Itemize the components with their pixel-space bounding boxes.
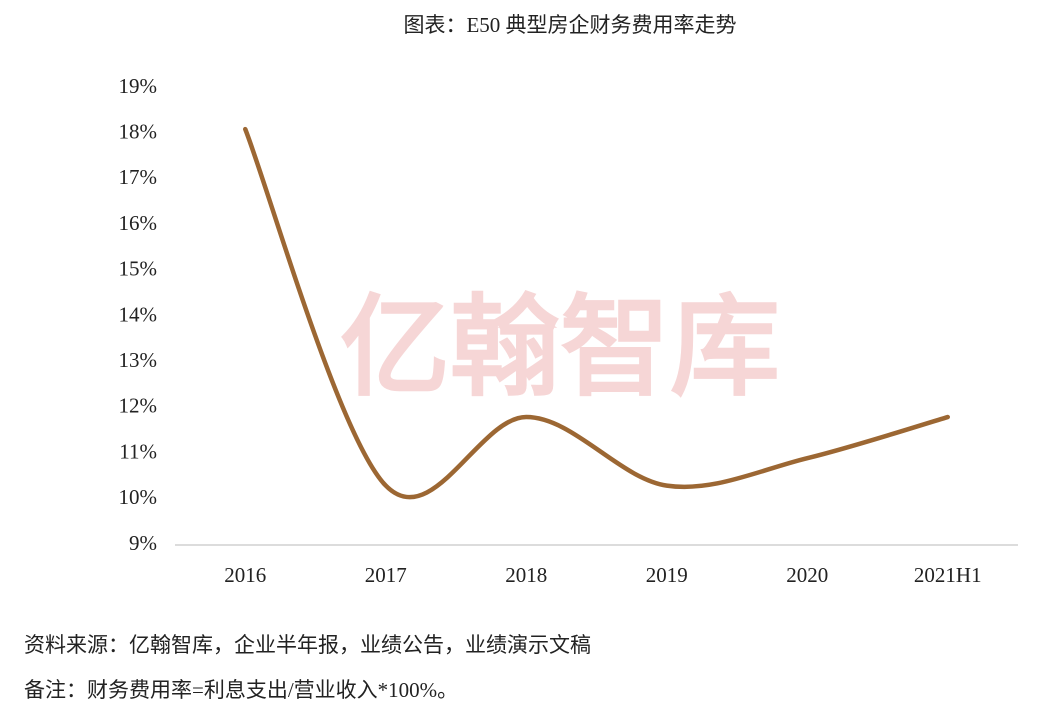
x-tick-label: 2017	[365, 563, 407, 587]
y-tick-label: 16%	[119, 211, 158, 235]
y-tick-label: 17%	[119, 165, 158, 189]
line	[243, 126, 950, 500]
chart-title: 图表：E50 典型房企财务费用率走势	[403, 13, 736, 37]
y-tick-label: 14%	[119, 302, 158, 326]
x-tick-label: 2018	[505, 563, 547, 587]
y-tick-label: 19%	[119, 74, 158, 98]
y-tick-label: 13%	[119, 348, 158, 372]
x-tick-label: 2021H1	[914, 563, 982, 587]
y-tick-label: 10%	[119, 485, 158, 509]
y-tick-label: 18%	[119, 120, 158, 144]
y-tick-label: 15%	[119, 257, 158, 281]
y-tick-label: 9%	[129, 531, 157, 555]
watermark: 亿翰智库	[340, 283, 780, 411]
footnote: 备注：财务费用率=利息支出/营业收入*100%。	[24, 678, 458, 702]
x-tick-label: 2020	[786, 563, 828, 587]
x-tick-label: 2019	[646, 563, 688, 587]
source-note: 资料来源：亿翰智库，企业半年报，业绩公告，业绩演示文稿	[24, 633, 591, 657]
y-tick-label: 12%	[119, 394, 158, 418]
y-tick-label: 11%	[119, 439, 157, 463]
x-tick-label: 2016	[224, 563, 266, 587]
